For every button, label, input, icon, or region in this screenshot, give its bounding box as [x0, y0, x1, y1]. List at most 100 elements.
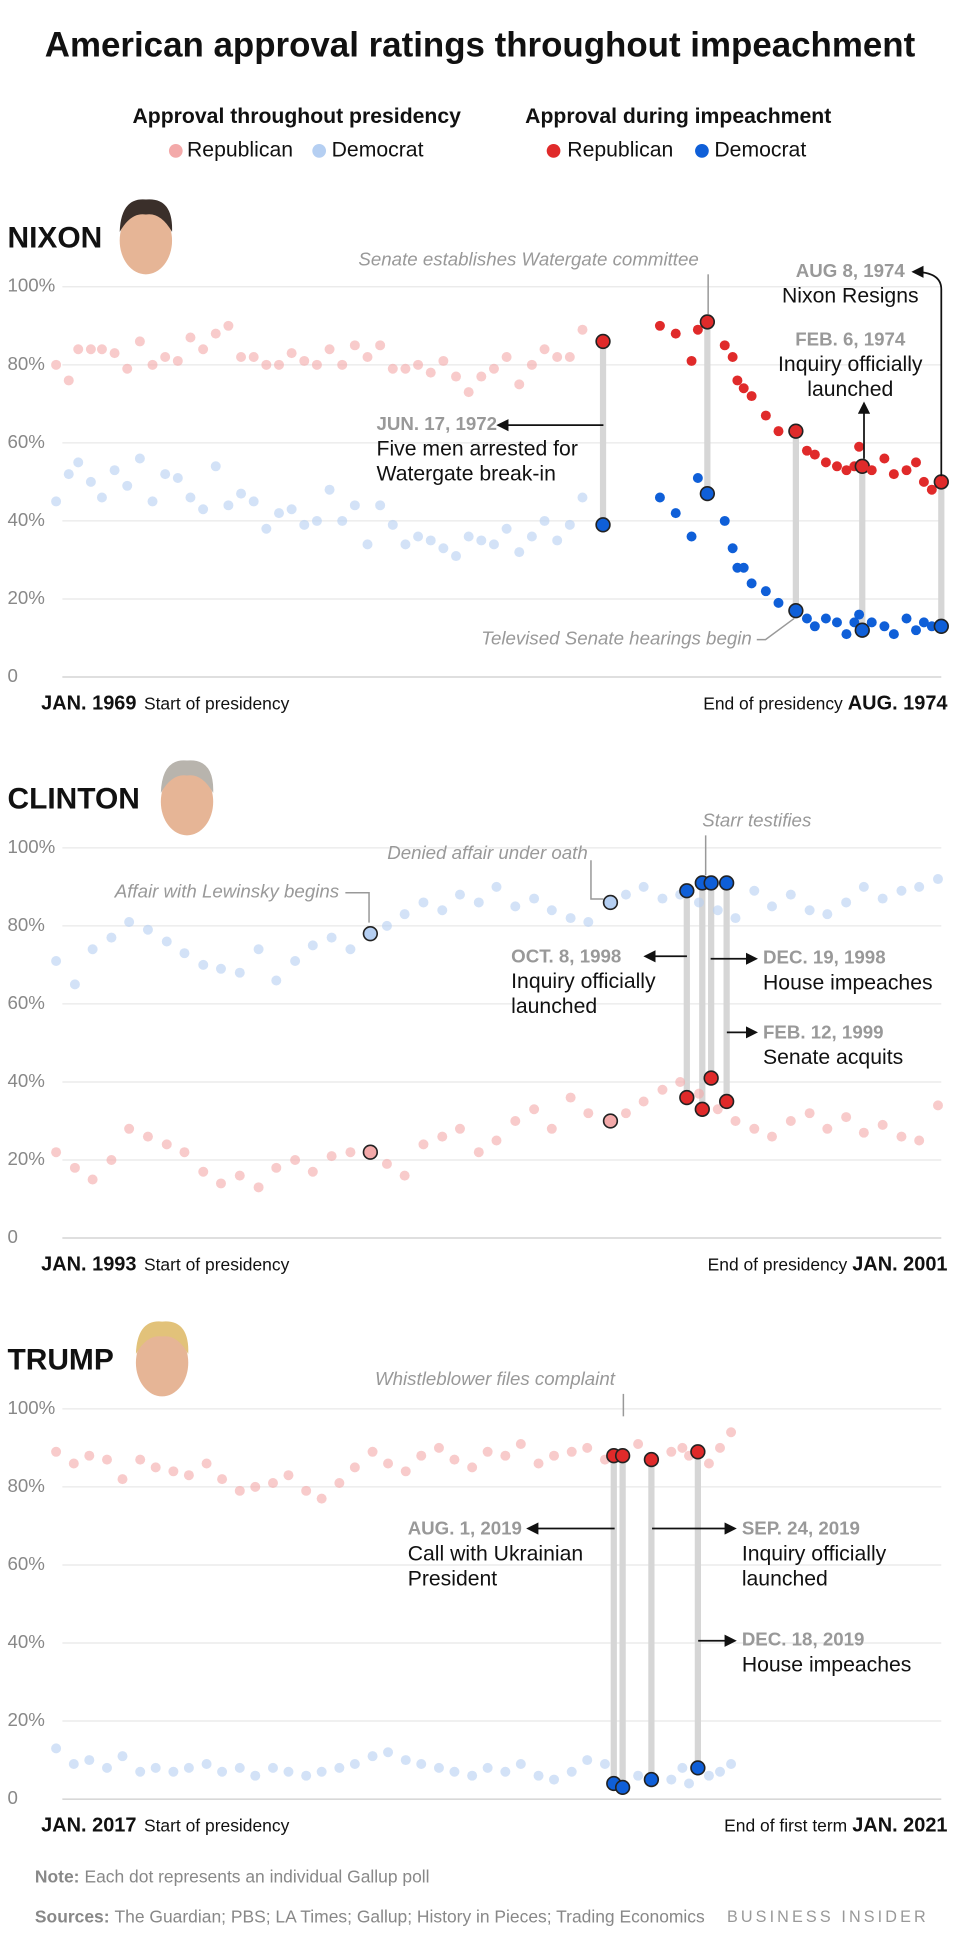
- x-axis-end: End of first term JAN. 2021: [724, 1815, 947, 1837]
- poll-dot: [854, 441, 865, 452]
- poll-dot: [142, 924, 153, 935]
- legend-heading: Approval throughout presidency: [133, 105, 462, 128]
- poll-dot: [375, 340, 386, 351]
- poll-dot: [183, 1762, 194, 1773]
- event-dot: [595, 517, 611, 533]
- poll-dot: [150, 1462, 161, 1473]
- event-dot: [933, 474, 949, 490]
- poll-dot: [692, 473, 703, 483]
- poll-dot: [68, 1458, 79, 1469]
- poll-dot: [549, 1450, 560, 1461]
- y-tick-label: 60%: [7, 431, 44, 452]
- poll-dot: [334, 1478, 345, 1488]
- poll-dot: [582, 1442, 593, 1453]
- poll-dot: [286, 504, 297, 515]
- poll-dot: [387, 363, 398, 374]
- annotation-date: AUG. 1, 2019: [408, 1518, 522, 1539]
- event-dot: [679, 883, 695, 899]
- poll-dot: [122, 480, 133, 491]
- x-start-date: JAN. 2017: [41, 1815, 136, 1837]
- event-dot: [690, 1760, 706, 1776]
- poll-dot: [63, 469, 74, 480]
- poll-dot: [68, 1758, 79, 1769]
- poll-dot: [879, 621, 890, 632]
- annotation-text: launched: [807, 378, 893, 401]
- poll-dot: [463, 531, 474, 542]
- poll-dot: [367, 1446, 378, 1457]
- poll-dot: [529, 893, 540, 904]
- poll-dot: [117, 1751, 128, 1762]
- x-end-label: End of presidency: [708, 1254, 848, 1274]
- poll-dot: [234, 1762, 245, 1773]
- annotation-leader: [590, 860, 604, 900]
- legend-swatch: [168, 144, 183, 158]
- poll-dot: [248, 496, 259, 507]
- poll-dot: [307, 940, 318, 951]
- annotation-date: DEC. 19, 1998: [763, 947, 886, 968]
- poll-dot: [161, 1139, 172, 1150]
- poll-dot: [533, 1770, 544, 1781]
- portrait-face: [160, 768, 214, 836]
- x-end-label: End of first term: [724, 1815, 847, 1835]
- poll-dot: [416, 1450, 427, 1461]
- poll-dot: [349, 1462, 360, 1473]
- annotation-text: President: [408, 1567, 498, 1590]
- poll-dot: [51, 956, 62, 966]
- y-tick-label: 20%: [7, 1148, 44, 1169]
- poll-dot: [841, 1112, 852, 1123]
- poll-dot: [500, 1766, 511, 1777]
- x-end-date: JAN. 2001: [852, 1254, 947, 1276]
- annotation-text: Call with Ukrainian: [408, 1542, 583, 1565]
- poll-dot: [290, 956, 301, 966]
- y-tick-label: 80%: [7, 914, 44, 935]
- event-dot: [699, 485, 716, 502]
- poll-dot: [349, 340, 360, 351]
- y-tick-label: 100%: [7, 836, 55, 857]
- poll-dot: [168, 1466, 179, 1477]
- poll-dot: [122, 363, 133, 374]
- poll-dot: [491, 1135, 502, 1146]
- poll-dot: [337, 359, 348, 370]
- event-dot: [854, 622, 870, 638]
- poll-dot: [135, 1454, 146, 1465]
- x-end-date: JAN. 2021: [852, 1815, 947, 1837]
- poll-dot: [307, 1166, 318, 1177]
- poll-dot: [147, 496, 158, 507]
- poll-dot: [767, 901, 777, 912]
- poll-dot: [283, 1470, 294, 1481]
- poll-dot: [454, 1123, 465, 1134]
- poll-dot: [210, 461, 221, 472]
- poll-dot: [476, 371, 487, 382]
- poll-dot: [215, 963, 226, 974]
- poll-dot: [692, 324, 703, 335]
- poll-dot: [253, 944, 264, 955]
- poll-dot: [488, 539, 499, 550]
- poll-dot: [633, 1438, 644, 1449]
- poll-dot: [84, 1755, 95, 1766]
- event-dot: [694, 1101, 710, 1117]
- poll-dot: [124, 1123, 135, 1134]
- poll-dot: [399, 909, 410, 920]
- poll-dot: [515, 1438, 526, 1449]
- poll-dot: [552, 535, 563, 546]
- poll-dot: [311, 515, 322, 526]
- poll-dot: [236, 352, 247, 363]
- poll-dot: [552, 352, 563, 363]
- poll-dot: [654, 492, 665, 503]
- poll-dot: [841, 629, 852, 640]
- poll-dot: [185, 492, 196, 503]
- poll-dot: [172, 473, 183, 483]
- poll-dot: [767, 1131, 777, 1142]
- event-dot: [614, 1448, 631, 1464]
- x-start-label: Start of presidency: [144, 1815, 290, 1835]
- y-tick-label: 100%: [7, 275, 55, 296]
- poll-dot: [183, 1470, 194, 1481]
- event-dot: [690, 1444, 706, 1460]
- poll-dot: [749, 885, 760, 896]
- poll-dot: [879, 453, 890, 464]
- event-dot: [595, 333, 611, 350]
- event-dot: [788, 423, 804, 439]
- portrait-hair: [160, 760, 214, 793]
- poll-dot: [858, 881, 869, 892]
- poll-dot: [326, 1151, 337, 1162]
